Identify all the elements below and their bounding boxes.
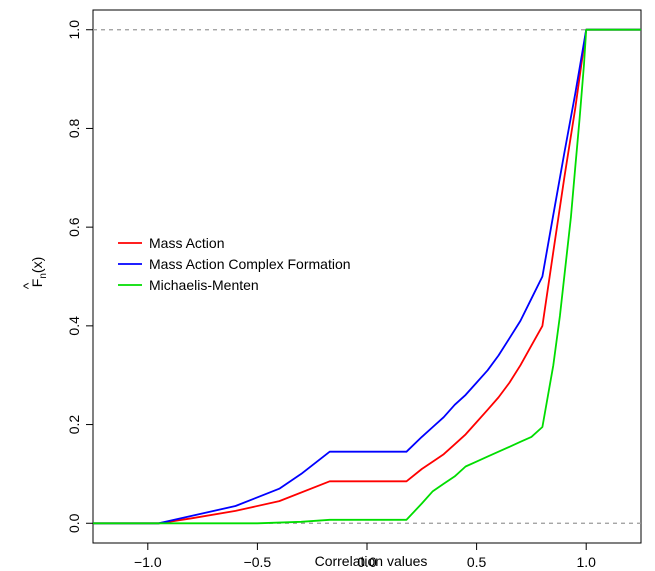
x-tick-label: 0.0 [357,554,377,570]
y-tick-label: 0.6 [66,217,82,237]
x-axis: −1.0 −0.5 0.0 0.5 1.0 [134,543,596,570]
y-axis-title-suffix: (x) [29,257,45,273]
legend-label-2: Michaelis-Menten [149,277,259,293]
series-line-0 [93,28,641,525]
y-axis-title: Fn(x) ^ [20,257,49,290]
x-tick-label: −0.5 [244,554,272,570]
x-tick-label: 0.5 [467,554,487,570]
svg-text:Fn(x): Fn(x) [29,257,49,287]
x-axis-title: Correlation values [315,553,428,569]
y-axis-title-subscript: n [38,273,49,279]
y-axis-title-hat: ^ [20,282,36,289]
series-line-1 [93,28,641,525]
y-tick-label: 0.8 [66,119,82,139]
legend-label-1: Mass Action Complex Formation [149,256,351,272]
legend-label-0: Mass Action [149,235,224,251]
legend: Mass Action Mass Action Complex Formation… [118,235,351,293]
y-tick-label: 1.0 [66,20,82,40]
y-tick-label: 0.0 [66,513,82,533]
series-line-2 [93,28,641,525]
y-tick-label: 0.2 [66,415,82,435]
y-axis: 0.0 0.2 0.4 0.6 0.8 1.0 [66,20,93,533]
x-tick-label: −1.0 [134,554,162,570]
y-tick-label: 0.4 [66,316,82,336]
series-lines [93,28,641,525]
x-tick-label: 1.0 [576,554,596,570]
y-axis-title-base: F [29,279,45,288]
